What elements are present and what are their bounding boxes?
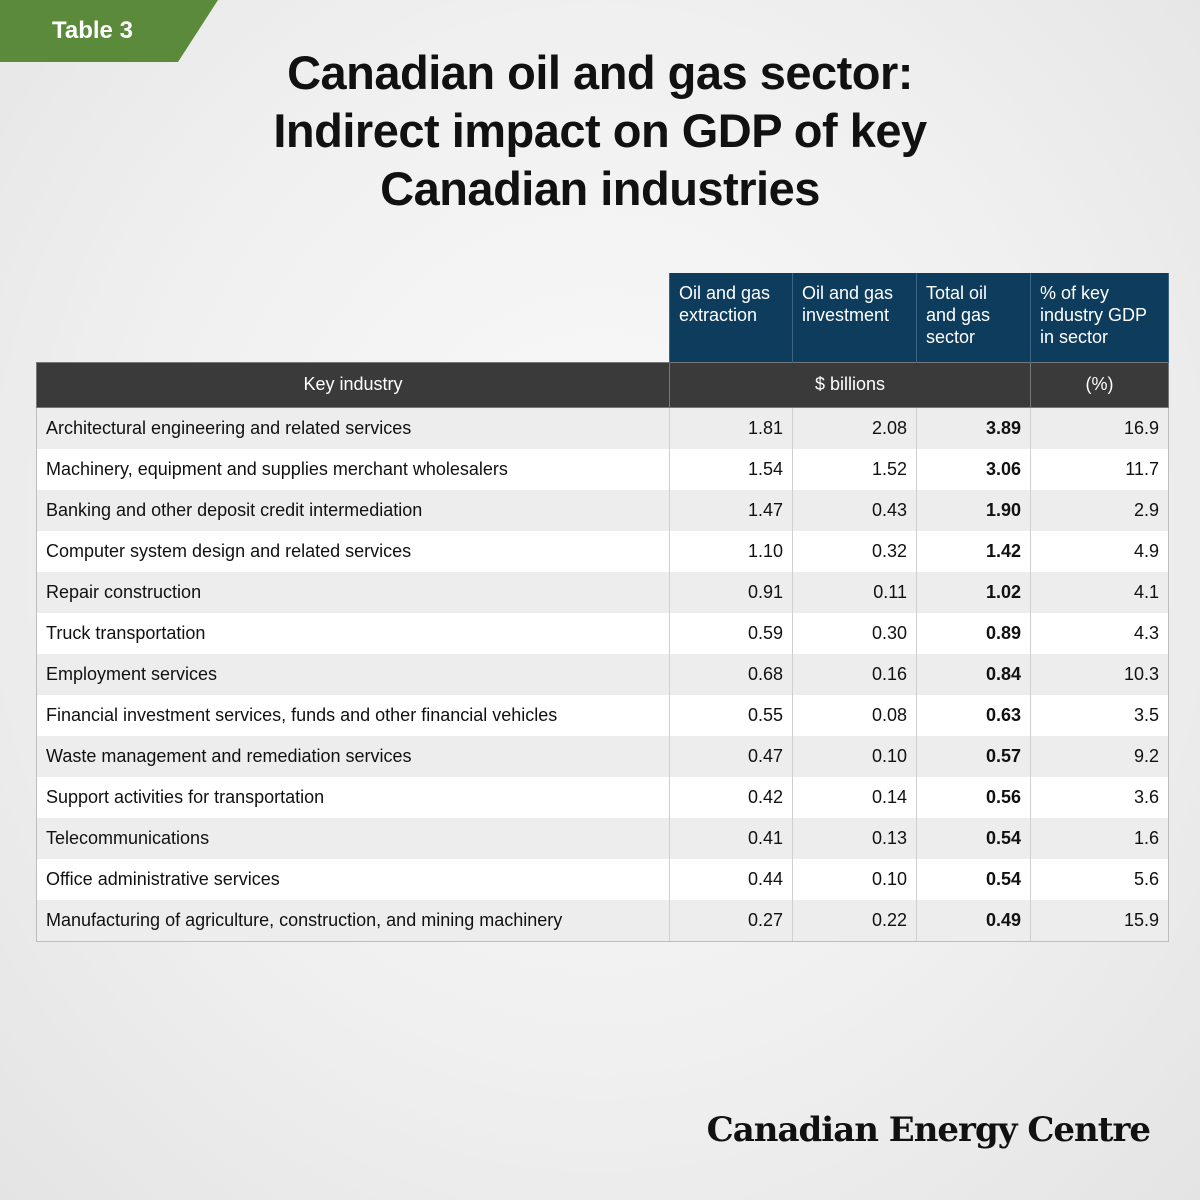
extraction-cell: 1.54 xyxy=(669,448,793,490)
table-row: Architectural engineering and related se… xyxy=(36,407,1169,449)
total-cell: 0.49 xyxy=(916,899,1031,942)
unit-percent: (%) xyxy=(1030,361,1169,408)
table-row: Manufacturing of agriculture, constructi… xyxy=(36,899,1169,942)
percent-cell: 9.2 xyxy=(1030,735,1169,777)
extraction-cell: 1.10 xyxy=(669,530,793,572)
industry-cell: Architectural engineering and related se… xyxy=(36,407,670,449)
column-header-row: Oil and gas extraction Oil and gas inves… xyxy=(37,273,1169,362)
total-cell: 0.54 xyxy=(916,817,1031,859)
extraction-cell: 0.41 xyxy=(669,817,793,859)
industry-cell: Banking and other deposit credit interme… xyxy=(36,489,670,531)
title-line-3: Canadian industries xyxy=(380,162,820,215)
header-key-industry: Key industry xyxy=(36,361,670,408)
table-row: Support activities for transportation 0.4… xyxy=(36,776,1169,818)
total-cell: 0.84 xyxy=(916,653,1031,695)
industry-cell: Machinery, equipment and supplies mercha… xyxy=(36,448,670,490)
table-number-tag: Table 3 xyxy=(0,0,218,62)
investment-cell: 0.22 xyxy=(792,899,917,942)
industry-cell: Computer system design and related servi… xyxy=(36,530,670,572)
percent-cell: 3.6 xyxy=(1030,776,1169,818)
table-row: Computer system design and related servi… xyxy=(36,530,1169,572)
percent-cell: 3.5 xyxy=(1030,694,1169,736)
total-cell: 0.89 xyxy=(916,612,1031,654)
industry-cell: Waste management and remediation service… xyxy=(36,735,670,777)
investment-cell: 0.32 xyxy=(792,530,917,572)
total-cell: 0.57 xyxy=(916,735,1031,777)
investment-cell: 0.08 xyxy=(792,694,917,736)
percent-cell: 11.7 xyxy=(1030,448,1169,490)
investment-cell: 0.11 xyxy=(792,571,917,613)
percent-cell: 4.3 xyxy=(1030,612,1169,654)
table-row: Banking and other deposit credit interme… xyxy=(36,489,1169,531)
extraction-cell: 0.59 xyxy=(669,612,793,654)
percent-cell: 4.1 xyxy=(1030,571,1169,613)
investment-cell: 0.13 xyxy=(792,817,917,859)
investment-cell: 0.16 xyxy=(792,653,917,695)
page-title: Canadian oil and gas sector: Indirect im… xyxy=(0,44,1200,218)
extraction-cell: 0.55 xyxy=(669,694,793,736)
unit-billions: $ billions xyxy=(669,361,1031,408)
percent-cell: 4.9 xyxy=(1030,530,1169,572)
table-row: Financial investment services, funds and… xyxy=(36,694,1169,736)
total-cell: 1.90 xyxy=(916,489,1031,531)
header-investment: Oil and gas investment xyxy=(792,273,917,362)
header-percent: % of key industry GDP in sector xyxy=(1030,273,1169,362)
title-line-2: Indirect impact on GDP of key xyxy=(273,104,927,157)
total-cell: 0.56 xyxy=(916,776,1031,818)
investment-cell: 2.08 xyxy=(792,407,917,449)
industry-cell: Repair construction xyxy=(36,571,670,613)
industry-cell: Support activities for transportation xyxy=(36,776,670,818)
percent-cell: 16.9 xyxy=(1030,407,1169,449)
industry-cell: Financial investment services, funds and… xyxy=(36,694,670,736)
header-blank-cell xyxy=(37,273,670,362)
table-body: Architectural engineering and related se… xyxy=(36,407,1169,942)
total-cell: 1.02 xyxy=(916,571,1031,613)
total-cell: 0.63 xyxy=(916,694,1031,736)
unit-header-row: Key industry $ billions (%) xyxy=(36,361,1169,408)
investment-cell: 0.30 xyxy=(792,612,917,654)
table-row: Telecommunications 0.41 0.13 0.54 1.6 xyxy=(36,817,1169,859)
extraction-cell: 0.47 xyxy=(669,735,793,777)
total-cell: 3.89 xyxy=(916,407,1031,449)
investment-cell: 1.52 xyxy=(792,448,917,490)
table-row: Office administrative services 0.44 0.10 0.… xyxy=(36,858,1169,900)
extraction-cell: 0.42 xyxy=(669,776,793,818)
table-row: Truck transportation 0.59 0.30 0.89 4.3 xyxy=(36,612,1169,654)
extraction-cell: 1.81 xyxy=(669,407,793,449)
percent-cell: 10.3 xyxy=(1030,653,1169,695)
brand-logo: Canadian Energy Centre xyxy=(706,1110,1151,1150)
header-extraction: Oil and gas extraction xyxy=(669,273,793,362)
investment-cell: 0.10 xyxy=(792,858,917,900)
table-row: Waste management and remediation service… xyxy=(36,735,1169,777)
percent-cell: 15.9 xyxy=(1030,899,1169,942)
extraction-cell: 0.68 xyxy=(669,653,793,695)
industry-cell: Employment services xyxy=(36,653,670,695)
industry-cell: Telecommunications xyxy=(36,817,670,859)
table-row: Employment services 0.68 0.16 0.84 10.3 xyxy=(36,653,1169,695)
industry-cell: Manufacturing of agriculture, constructi… xyxy=(36,899,670,942)
total-cell: 1.42 xyxy=(916,530,1031,572)
extraction-cell: 0.91 xyxy=(669,571,793,613)
industry-cell: Office administrative services xyxy=(36,858,670,900)
table-row: Repair construction 0.91 0.11 1.02 4.1 xyxy=(36,571,1169,613)
percent-cell: 5.6 xyxy=(1030,858,1169,900)
gdp-impact-table: Oil and gas extraction Oil and gas inves… xyxy=(36,273,1169,942)
total-cell: 3.06 xyxy=(916,448,1031,490)
investment-cell: 0.14 xyxy=(792,776,917,818)
table-row: Machinery, equipment and supplies mercha… xyxy=(36,448,1169,490)
header-total: Total oil and gas sector xyxy=(916,273,1031,362)
extraction-cell: 1.47 xyxy=(669,489,793,531)
percent-cell: 1.6 xyxy=(1030,817,1169,859)
investment-cell: 0.43 xyxy=(792,489,917,531)
industry-cell: Truck transportation xyxy=(36,612,670,654)
investment-cell: 0.10 xyxy=(792,735,917,777)
extraction-cell: 0.44 xyxy=(669,858,793,900)
percent-cell: 2.9 xyxy=(1030,489,1169,531)
total-cell: 0.54 xyxy=(916,858,1031,900)
extraction-cell: 0.27 xyxy=(669,899,793,942)
title-line-1: Canadian oil and gas sector: xyxy=(287,46,913,99)
